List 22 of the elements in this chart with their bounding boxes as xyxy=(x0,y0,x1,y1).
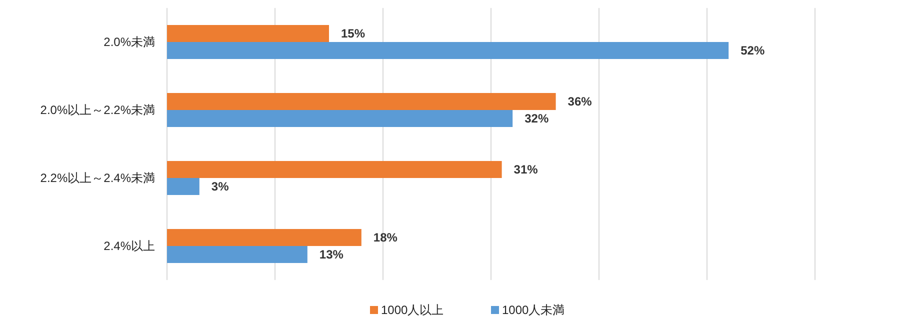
legend-label: 1000人以上 xyxy=(381,303,444,317)
data-label: 32% xyxy=(524,112,549,126)
bar xyxy=(167,178,200,195)
y-tick-label: 2.0%未満 xyxy=(104,35,155,49)
data-label: 31% xyxy=(514,162,538,176)
bar xyxy=(167,93,556,110)
y-tick-label: 2.4%以上 xyxy=(104,239,155,253)
y-tick-label: 2.2%以上～2.4%未満 xyxy=(40,171,155,185)
bar xyxy=(167,42,729,59)
data-label: 18% xyxy=(373,230,398,244)
data-label: 3% xyxy=(211,180,230,194)
bar xyxy=(167,246,308,263)
data-label: 13% xyxy=(319,248,344,262)
data-label: 36% xyxy=(568,94,592,108)
bar xyxy=(167,25,329,42)
bar xyxy=(167,110,513,127)
y-tick-label: 2.0%以上～2.2%未満 xyxy=(40,103,155,117)
bar xyxy=(167,229,362,246)
data-label: 15% xyxy=(341,26,366,40)
bar xyxy=(167,161,502,178)
legend-label: 1000人未満 xyxy=(502,303,565,317)
data-label: 52% xyxy=(740,44,765,58)
